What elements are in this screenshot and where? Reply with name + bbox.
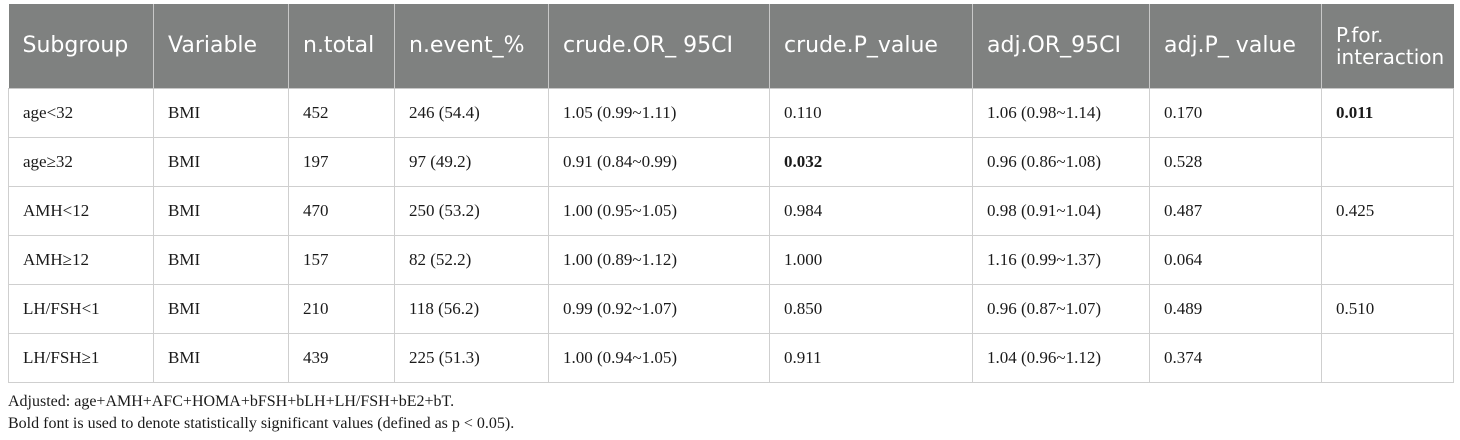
table-row: AMH<12 BMI 470 250 (53.2) 1.00 (0.95~1.05) 0.… — [8, 186, 1454, 236]
cell-subgroup: LH/FSH≥1 — [8, 333, 154, 383]
header-n-total: n.total — [288, 4, 395, 89]
cell-crude-or: 1.00 (0.95~1.05) — [548, 186, 770, 236]
footnote-bold: Bold font is used to denote statisticall… — [8, 415, 515, 432]
cell-adj-p: 0.528 — [1149, 137, 1322, 187]
table-body: age<32 BMI 452 246 (54.4) 1.05 (0.99~1.11) 0.… — [8, 88, 1454, 383]
cell-adj-or: 1.06 (0.98~1.14) — [972, 88, 1150, 138]
table-row: age≥32 BMI 197 97 (49.2) 0.91 (0.84~0.99) 0.0… — [8, 137, 1454, 187]
header-n-event: n.event_% — [394, 4, 549, 89]
cell-adj-or: 1.16 (0.99~1.37) — [972, 235, 1150, 285]
header-row: Subgroup Variable n.total n.event_% crud… — [8, 4, 1454, 89]
cell-subgroup: AMH≥12 — [8, 235, 154, 285]
cell-adj-p: 0.374 — [1149, 333, 1322, 383]
cell-p-interaction: 0.011 — [1321, 88, 1454, 138]
cell-subgroup: AMH<12 — [8, 186, 154, 236]
cell-adj-p: 0.489 — [1149, 284, 1322, 334]
header-p-interaction: P.for. interaction — [1321, 4, 1454, 89]
cell-adj-p: 0.170 — [1149, 88, 1322, 138]
cell-variable: BMI — [153, 333, 289, 383]
cell-n-total: 197 — [288, 137, 395, 187]
cell-variable: BMI — [153, 186, 289, 236]
table-row: AMH≥12 BMI 157 82 (52.2) 1.00 (0.89~1.12) 1.0… — [8, 235, 1454, 285]
cell-crude-p: 1.000 — [769, 235, 973, 285]
table-row: LH/FSH≥1 BMI 439 225 (51.3) 1.00 (0.94~1.05)… — [8, 333, 1454, 383]
cell-n-total: 210 — [288, 284, 395, 334]
cell-n-event: 250 (53.2) — [394, 186, 549, 236]
cell-variable: BMI — [153, 284, 289, 334]
footnote-adjusted: Adjusted: age+AMH+AFC+HOMA+bFSH+bLH+LH/F… — [8, 393, 455, 410]
cell-n-total: 157 — [288, 235, 395, 285]
cell-n-event: 225 (51.3) — [394, 333, 549, 383]
header-variable: Variable — [153, 4, 289, 89]
cell-crude-p: 0.032 — [769, 137, 973, 187]
cell-adj-or: 0.98 (0.91~1.04) — [972, 186, 1150, 236]
cell-n-event: 246 (54.4) — [394, 88, 549, 138]
table-row: age<32 BMI 452 246 (54.4) 1.05 (0.99~1.11) 0.… — [8, 88, 1454, 138]
cell-adj-or: 0.96 (0.86~1.08) — [972, 137, 1150, 187]
cell-variable: BMI — [153, 235, 289, 285]
cell-crude-or: 0.91 (0.84~0.99) — [548, 137, 770, 187]
cell-subgroup: LH/FSH<1 — [8, 284, 154, 334]
cell-subgroup: age≥32 — [8, 137, 154, 187]
header-adj-or: adj.OR_95CI — [972, 4, 1150, 89]
cell-n-total: 470 — [288, 186, 395, 236]
cell-p-interaction: 0.425 — [1321, 186, 1454, 236]
cell-adj-p: 0.487 — [1149, 186, 1322, 236]
cell-crude-p: 0.110 — [769, 88, 973, 138]
cell-crude-p: 0.850 — [769, 284, 973, 334]
cell-crude-p: 0.911 — [769, 333, 973, 383]
cell-crude-or: 1.00 (0.89~1.12) — [548, 235, 770, 285]
cell-n-total: 439 — [288, 333, 395, 383]
cell-crude-or: 1.05 (0.99~1.11) — [548, 88, 770, 138]
cell-p-interaction — [1321, 333, 1454, 383]
cell-variable: BMI — [153, 88, 289, 138]
cell-n-event: 97 (49.2) — [394, 137, 549, 187]
cell-p-interaction — [1321, 235, 1454, 285]
cell-n-event: 82 (52.2) — [394, 235, 549, 285]
results-table: Subgroup Variable n.total n.event_% crud… — [8, 4, 1454, 383]
header-crude-p: crude.P_value — [769, 4, 973, 89]
cell-p-interaction — [1321, 137, 1454, 187]
table-container: Subgroup Variable n.total n.event_% crud… — [8, 4, 1454, 435]
cell-n-event: 118 (56.2) — [394, 284, 549, 334]
cell-crude-or: 1.00 (0.94~1.05) — [548, 333, 770, 383]
header-subgroup: Subgroup — [8, 4, 154, 89]
cell-p-interaction: 0.510 — [1321, 284, 1454, 334]
header-crude-or: crude.OR_ 95CI — [548, 4, 770, 89]
cell-adj-or: 0.96 (0.87~1.07) — [972, 284, 1150, 334]
cell-crude-p: 0.984 — [769, 186, 973, 236]
header-adj-p: adj.P_ value — [1149, 4, 1322, 89]
cell-variable: BMI — [153, 137, 289, 187]
cell-crude-or: 0.99 (0.92~1.07) — [548, 284, 770, 334]
cell-subgroup: age<32 — [8, 88, 154, 138]
cell-adj-p: 0.064 — [1149, 235, 1322, 285]
table-row: LH/FSH<1 BMI 210 118 (56.2) 0.99 (0.92~1.07)… — [8, 284, 1454, 334]
cell-n-total: 452 — [288, 88, 395, 138]
cell-adj-or: 1.04 (0.96~1.12) — [972, 333, 1150, 383]
